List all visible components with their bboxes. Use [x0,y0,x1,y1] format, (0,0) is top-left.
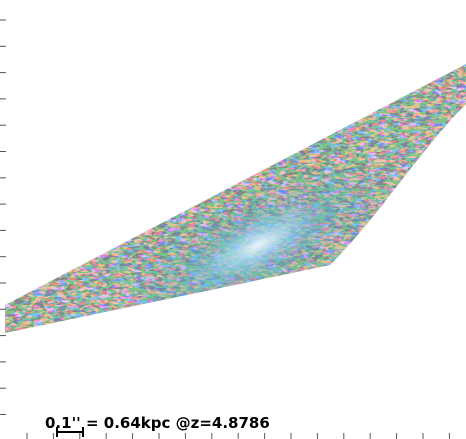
galaxy-image [5,64,466,333]
core-glow [5,64,466,333]
scale-bar-label: 0.1'' = 0.64kpc @z=4.8786 [45,414,270,432]
scale-bar [56,427,84,437]
tick-marks [0,19,450,439]
